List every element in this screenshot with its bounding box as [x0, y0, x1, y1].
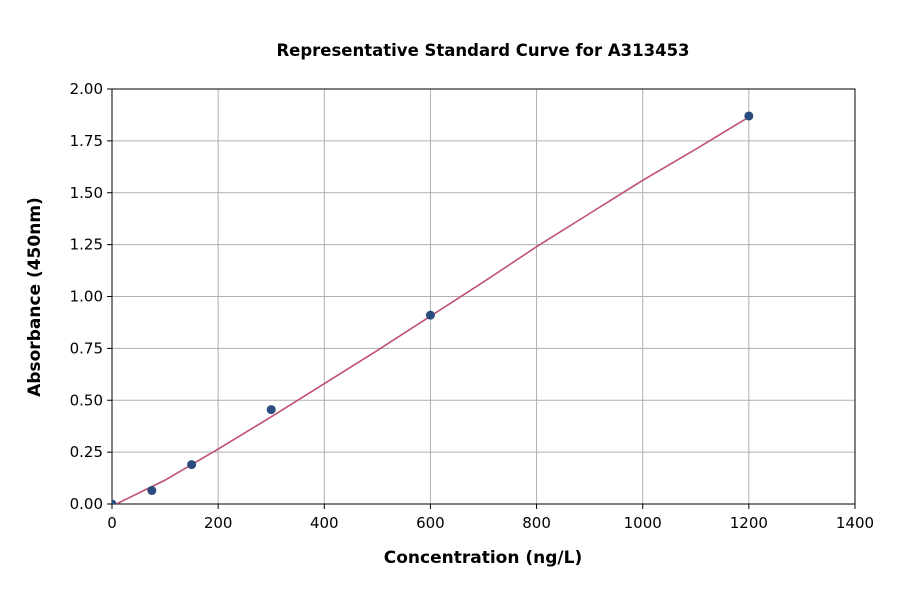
- y-tick-label: 0.75: [70, 339, 103, 357]
- x-tick-label: 200: [204, 514, 233, 532]
- x-tick-label: 0: [107, 514, 117, 532]
- data-point: [744, 111, 754, 121]
- y-tick-label: 1.00: [70, 288, 103, 306]
- data-point: [112, 499, 117, 504]
- data-point: [266, 405, 276, 415]
- data-point: [425, 310, 435, 320]
- y-tick-label: 0.00: [70, 495, 103, 513]
- x-tick-label: 800: [522, 514, 551, 532]
- data-point: [147, 486, 157, 496]
- x-tick-label: 1000: [624, 514, 662, 532]
- y-tick-label: 1.75: [70, 132, 103, 150]
- x-tick-label: 1400: [836, 514, 874, 532]
- y-tick-label: 0.50: [70, 391, 103, 409]
- x-tick-label: 1200: [730, 514, 768, 532]
- y-tick-label: 1.50: [70, 184, 103, 202]
- chart-title: Representative Standard Curve for A31345…: [276, 41, 689, 60]
- data-point: [187, 460, 197, 470]
- y-tick-label: 1.25: [70, 236, 103, 254]
- x-axis-label: Concentration (ng/L): [384, 548, 582, 568]
- plot-frame: [111, 88, 856, 505]
- x-tick-label: 400: [310, 514, 339, 532]
- x-tick-label: 600: [416, 514, 445, 532]
- y-tick-label: 0.25: [70, 443, 103, 461]
- y-axis-label: Absorbance (450nm): [25, 197, 45, 397]
- y-tick-label: 2.00: [70, 80, 103, 98]
